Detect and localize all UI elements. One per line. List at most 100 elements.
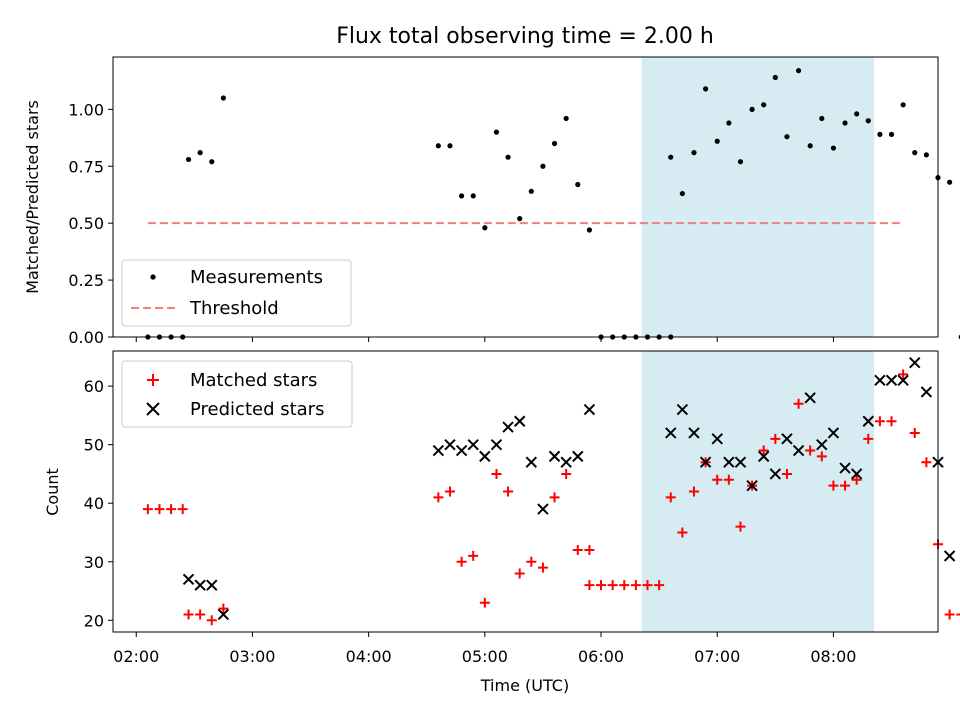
measurement-point [772, 74, 778, 81]
measurement-point [668, 154, 674, 160]
matched-star-point [840, 480, 851, 491]
y-tick-label: 60 [84, 377, 104, 396]
series-group [142, 357, 960, 626]
legend-threshold-label: Threshold [189, 298, 279, 319]
measurement-point [726, 120, 732, 126]
matched-star-point [828, 480, 839, 491]
measurement-point [528, 188, 534, 194]
y-tick-label: 30 [84, 553, 104, 572]
matched-star-point [537, 562, 548, 573]
observing-window-span [641, 351, 875, 632]
measurement-point [563, 115, 569, 122]
matched-star-point [642, 580, 653, 591]
measurement-point [947, 179, 953, 185]
predicted-star-point [850, 468, 863, 480]
predicted-star-point [217, 608, 230, 621]
predicted-star-point [792, 444, 805, 457]
predicted-star-point [920, 386, 933, 398]
measurement-point [784, 134, 790, 140]
predicted-star-point [816, 438, 828, 451]
chart-title: Flux total observing time = 2.00 h [336, 24, 714, 49]
predicted-star-point [455, 444, 468, 457]
x-tick-label: 03:00 [229, 647, 275, 666]
matched-star-point [874, 416, 885, 427]
measurement-point [482, 225, 488, 231]
matched-star-point [770, 433, 781, 444]
matched-star-point [561, 468, 572, 479]
predicted-star-point [862, 415, 874, 427]
predicted-star-point [757, 450, 770, 463]
matched-star-point [793, 398, 804, 409]
observing-window-span [641, 57, 875, 337]
measurement-point [737, 159, 744, 165]
measurement-point [842, 120, 848, 126]
top-y-axis-label: Matched/Predicted stars [23, 100, 42, 294]
matched-star-point [526, 556, 537, 567]
measurement-point [865, 118, 871, 124]
legend-box [121, 259, 352, 327]
matched-star-point [921, 457, 932, 468]
count-panel: 20 30 40 50 60 02:00 03:00 04:00 05:00 06:00 07:00… [84, 350, 960, 666]
measurement-point [749, 106, 755, 112]
matched-star-point [758, 445, 769, 456]
axes-frame [112, 350, 939, 633]
x-tick-label: 05:00 [462, 647, 508, 666]
matched-star-point [607, 580, 618, 591]
measurement-point [830, 145, 837, 151]
predicted-star-point [194, 579, 206, 591]
predicted-star-point [513, 415, 526, 427]
matched-star-point [572, 545, 583, 556]
measurement-point [819, 115, 825, 122]
predicted-star-point [909, 357, 921, 369]
matched-star-point [177, 504, 188, 515]
axes-frame [112, 56, 939, 338]
measurement-point [493, 129, 500, 135]
x-tick-label: 08:00 [810, 647, 856, 666]
y-tick-label: 0.00 [68, 328, 104, 347]
predicted-star-point [943, 550, 956, 562]
matched-star-point [851, 474, 862, 485]
x-tick-label: 02:00 [113, 647, 159, 666]
matched-star-point [154, 504, 165, 515]
series-group [145, 68, 960, 340]
y-tick-label: 0.75 [68, 157, 104, 176]
measurement-point [923, 152, 929, 158]
matched-star-point [183, 609, 194, 620]
predicted-star-point [688, 427, 700, 439]
measurement-point [807, 143, 813, 149]
measurement-point [854, 111, 860, 117]
predicted-star-point [676, 403, 689, 416]
matched-star-point [677, 527, 688, 538]
measurement-point [505, 154, 511, 160]
y-tick-label: 0.50 [68, 214, 104, 233]
matched-star-point [468, 550, 479, 561]
predicted-star-point [560, 456, 572, 468]
measurement-point [551, 140, 558, 147]
matched-star-point [886, 416, 897, 427]
matched-star-point [584, 545, 595, 556]
predicted-star-point [479, 450, 491, 463]
matched-star-point [166, 504, 177, 515]
matched-star-point [444, 486, 455, 497]
bottom-y-axis-label: Count [43, 468, 62, 516]
matched-star-point [142, 504, 153, 515]
legend-predicted-label: Predicted stars [190, 399, 324, 420]
matched-star-point [909, 427, 920, 438]
matched-star-point [723, 474, 734, 485]
matched-star-point [584, 580, 595, 591]
matched-star-point [956, 613, 960, 616]
predicted-star-point [699, 456, 712, 468]
predicted-star-point [839, 462, 851, 474]
x-tick-label: 07:00 [694, 647, 740, 666]
ratio-panel: 0.00 0.25 0.50 0.75 1.00 Measurements Threshol… [68, 56, 960, 347]
measurement-point [575, 181, 581, 188]
predicted-star-point [769, 468, 782, 480]
legend-measurement-marker [150, 274, 156, 280]
matched-star-point [479, 597, 490, 608]
legend: Matched stars Predicted stars [121, 360, 353, 428]
matched-star-point [206, 615, 217, 626]
predicted-star-point [874, 374, 886, 386]
predicted-star-point [827, 427, 840, 439]
x-axis-label: Time (UTC) [480, 676, 569, 695]
